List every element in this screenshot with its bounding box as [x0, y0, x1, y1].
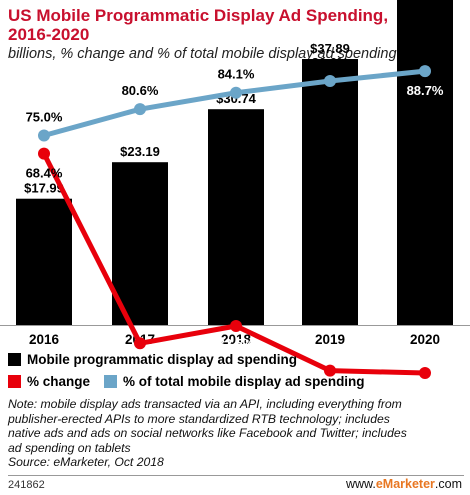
bar-label-2017: $23.19 — [120, 144, 160, 159]
change-label-2017: 28.9% — [122, 353, 159, 368]
share-point-2020 — [419, 65, 431, 78]
site-url-suffix: .com — [434, 477, 462, 491]
bar-2020 — [397, 0, 453, 326]
bar-label-2019: $37.89 — [310, 41, 350, 56]
footer-divider — [8, 475, 464, 476]
change-label-2019: 23.2% — [312, 381, 349, 395]
legend-row-1: Mobile programmatic display ad spending — [8, 352, 311, 367]
note-line-1: Note: mobile display ads transacted via … — [8, 397, 402, 411]
change-label-2018: 32.5% — [218, 336, 255, 351]
share-point-2018 — [230, 86, 242, 99]
share-label-2020: 88.7% — [407, 83, 444, 98]
share-label-2016: 75.0% — [26, 110, 63, 125]
legend-swatch-change — [8, 375, 21, 388]
legend-swatch-spending — [8, 353, 21, 366]
change-point-2019 — [324, 364, 336, 377]
site-url-prefix: www. — [345, 477, 376, 491]
chart-title-line-1: US Mobile Programmatic Display Ad Spendi… — [8, 6, 389, 25]
chart-area: $17.99$23.19$30.74$37.89$46.462016201720… — [0, 0, 470, 395]
legend-label-change: % change — [27, 374, 91, 389]
note-line-2: publisher-erected APIs to more standardi… — [8, 411, 390, 426]
change-point-2016 — [38, 147, 50, 160]
share-label-2018: 84.1% — [218, 67, 255, 82]
bar-2018 — [208, 109, 264, 325]
change-label-2020: 22.7% — [407, 383, 444, 395]
legend-item-spending: Mobile programmatic display ad spending — [8, 352, 297, 367]
note-line-3: native ads and ads on social networks li… — [8, 426, 407, 440]
share-point-2019 — [324, 74, 336, 87]
x-tick-label-2019: 2019 — [315, 332, 345, 347]
bar-2019 — [302, 59, 358, 325]
chart-id: 241862 — [8, 479, 45, 491]
bar-2017 — [112, 162, 168, 325]
chart-subtitle: billions, % change and % of total mobile… — [8, 46, 397, 62]
site-url[interactable]: www.eMarketer.com — [346, 477, 462, 491]
legend-swatch-share — [104, 375, 118, 388]
share-point-2017 — [134, 103, 146, 116]
share-label-2017: 80.6% — [122, 83, 159, 98]
share-label-2019: 86.6% — [312, 55, 349, 70]
bar-label-2016: $17.99 — [24, 181, 64, 196]
share-point-2016 — [38, 129, 50, 142]
legend-row-2: % change % of total mobile display ad sp… — [8, 374, 379, 389]
note-line-4: ad spending on tablets — [8, 440, 131, 455]
bar-2016 — [16, 198, 72, 325]
change-label-2016: 68.4% — [26, 166, 63, 181]
chart-title: US Mobile Programmatic Display Ad Spendi… — [8, 6, 464, 44]
legend-item-change: % change — [8, 374, 90, 389]
chart-note: Note: mobile display ads transacted via … — [8, 397, 464, 470]
x-tick-label-2016: 2016 — [29, 332, 60, 347]
x-tick-label-2018: 2018 — [221, 332, 252, 347]
site-url-brand: eMarketer — [375, 477, 435, 491]
legend-label-spending: Mobile programmatic display ad spending — [27, 352, 298, 367]
source-line: Source: eMarketer, Oct 2018 — [8, 455, 164, 469]
x-tick-label-2020: 2020 — [410, 332, 440, 347]
legend-item-share: % of total mobile display ad spending — [104, 374, 365, 389]
chart-title-line-2: 2016-2020 — [8, 25, 90, 44]
legend-label-share: % of total mobile display ad spending — [123, 374, 365, 389]
change-point-2017 — [134, 337, 146, 350]
change-point-2018 — [230, 320, 242, 332]
change-point-2020 — [419, 367, 431, 380]
